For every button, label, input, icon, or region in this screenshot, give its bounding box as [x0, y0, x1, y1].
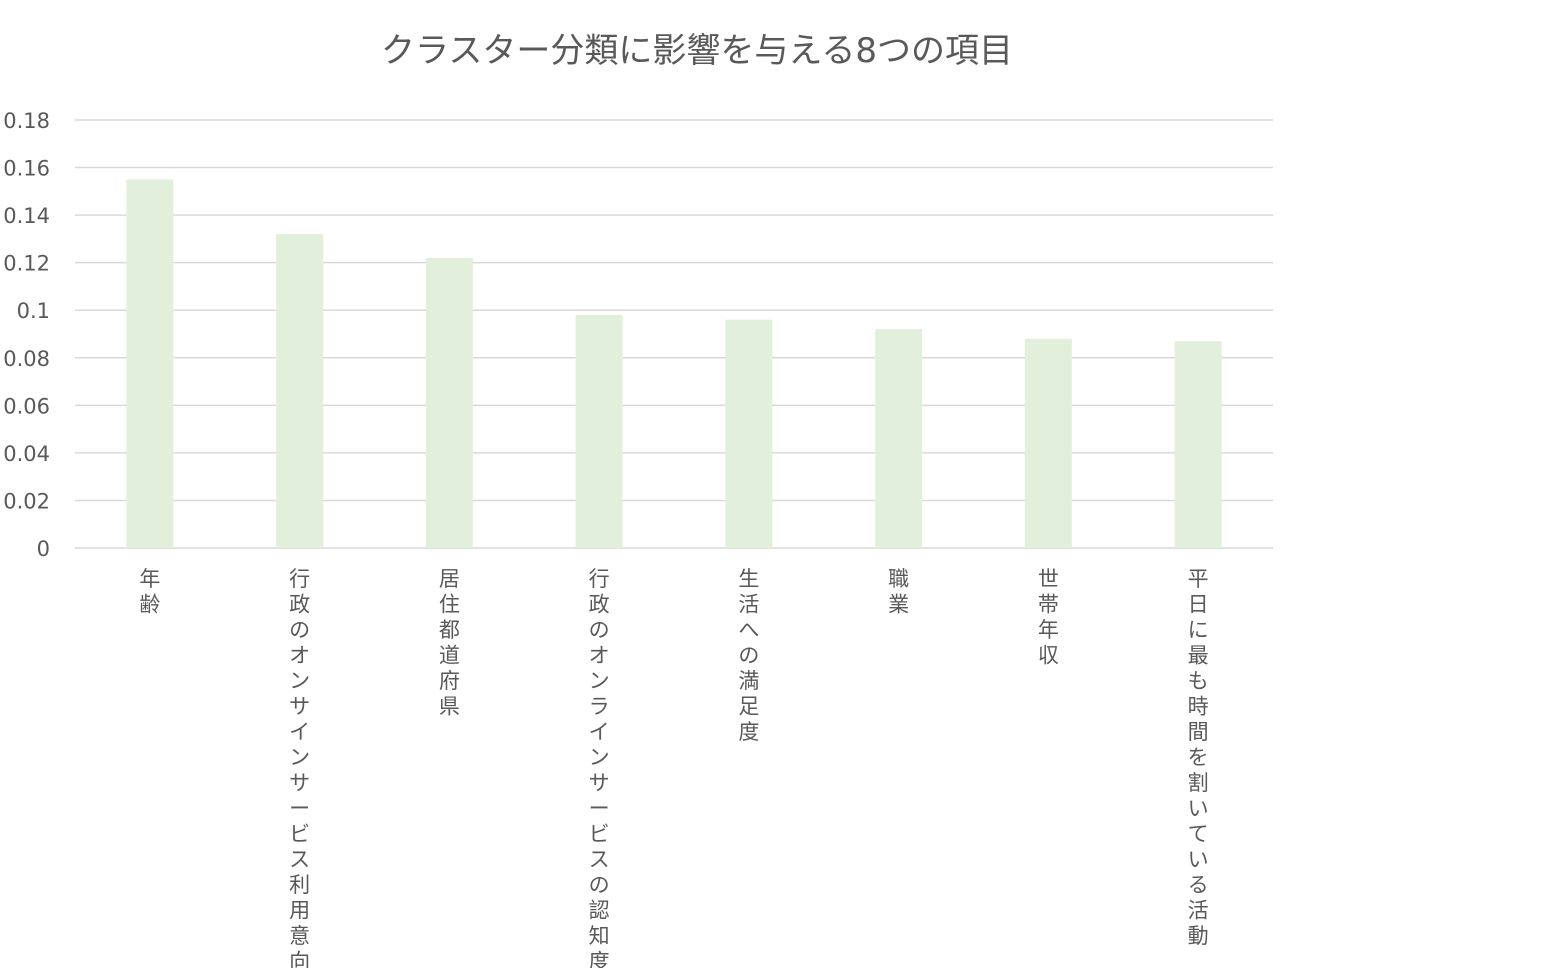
x-category-label: 行政のオンラインサービスの認知度 [589, 567, 610, 968]
x-category-label: 生活への満足度 [738, 567, 759, 744]
x-axis-category-labels: 年齢 行政のオンサインサービス利用意向 居住都道府県 行政のオンラインサービスの認知度… [139, 567, 1208, 968]
bar [1024, 338, 1072, 548]
y-tick-label: 0.08 [3, 347, 50, 371]
chart-title: クラスター分類に影響を与える8つの項目 [381, 31, 1013, 71]
bar [575, 314, 623, 548]
y-tick-label: 0.16 [3, 157, 50, 181]
y-tick-label: 0.02 [3, 489, 50, 513]
bars [126, 179, 1222, 548]
x-category-label: 年齢 [139, 567, 160, 617]
bar [1174, 341, 1222, 548]
y-tick-label: 0.14 [3, 204, 50, 228]
bar [276, 234, 324, 548]
y-tick-label: 0.06 [3, 394, 50, 418]
x-category-label: 居住都道府県 [439, 567, 460, 719]
y-tick-label: 0.12 [3, 252, 50, 276]
bar [425, 257, 473, 548]
bar [725, 319, 773, 548]
x-category-label: 平日に最も時間を割いている活動 [1188, 567, 1209, 948]
y-tick-label: 0.04 [3, 442, 50, 466]
y-tick-label: 0 [37, 537, 50, 561]
bar [126, 179, 174, 548]
gridlines [75, 119, 1273, 549]
bar [875, 329, 923, 548]
y-tick-label: 0.1 [17, 299, 50, 323]
x-category-label: 世帯年収 [1038, 567, 1059, 668]
x-category-label: 行政のオンサインサービス利用意向 [289, 567, 310, 968]
x-category-label: 職業 [888, 567, 909, 617]
y-axis-tick-labels: 0 0.02 0.04 0.06 0.08 0.1 0.12 0.14 0.16 0.18 [3, 109, 50, 561]
y-tick-label: 0.18 [3, 109, 50, 133]
